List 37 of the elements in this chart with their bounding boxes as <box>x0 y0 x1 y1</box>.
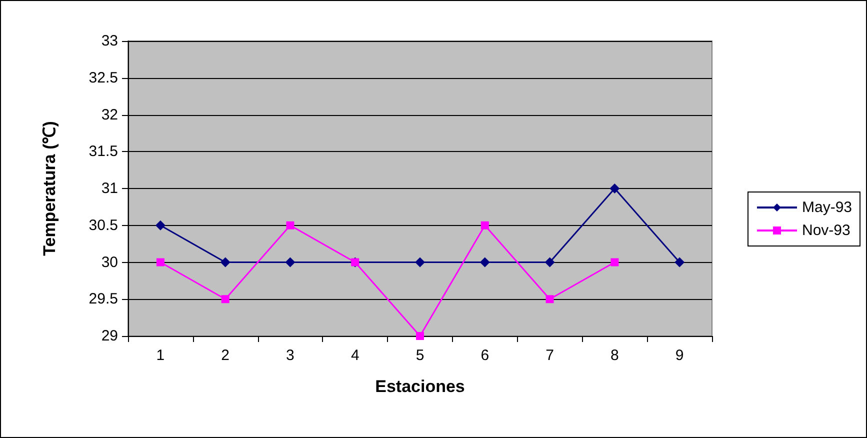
y-tick-label: 32.5 <box>88 69 118 86</box>
y-tick-label: 29 <box>101 328 118 344</box>
point <box>546 295 554 304</box>
point <box>220 257 230 268</box>
point <box>480 221 489 230</box>
x-tick-label: 5 <box>416 347 424 364</box>
point <box>156 258 164 266</box>
y-tick-label: 29.5 <box>88 290 118 308</box>
y-tick-label: 33 <box>101 32 118 50</box>
x-tick-label: 4 <box>350 347 360 364</box>
x-tick-label: 7 <box>546 347 554 364</box>
y-tick-label: 32 <box>101 106 118 124</box>
x-axis-title: Estaciones <box>375 377 465 396</box>
point <box>416 332 424 340</box>
y-tick-label: 31.5 <box>88 143 118 160</box>
y-tick-label: 30.5 <box>88 216 118 234</box>
point <box>544 257 555 268</box>
y-tick-label: 30 <box>101 254 118 271</box>
point <box>286 221 294 230</box>
x-tick-label: 1 <box>156 347 165 364</box>
legend-label: May-93 <box>802 199 852 216</box>
y-tick-label: 31 <box>101 180 118 197</box>
point <box>674 257 685 268</box>
x-tick-label: 6 <box>480 347 490 364</box>
point <box>221 295 230 304</box>
point <box>480 257 490 268</box>
point <box>155 220 166 230</box>
point <box>285 257 296 268</box>
x-tick-label: 9 <box>675 347 684 364</box>
point <box>415 257 425 268</box>
legend-label: Nov-93 <box>802 222 850 239</box>
point <box>610 184 620 194</box>
point <box>610 258 619 266</box>
x-tick-label: 2 <box>221 347 230 364</box>
x-tick-label: 8 <box>610 347 619 364</box>
x-tick-label: 3 <box>286 347 294 364</box>
y-axis-title: Temperatura (℃) <box>40 121 59 256</box>
